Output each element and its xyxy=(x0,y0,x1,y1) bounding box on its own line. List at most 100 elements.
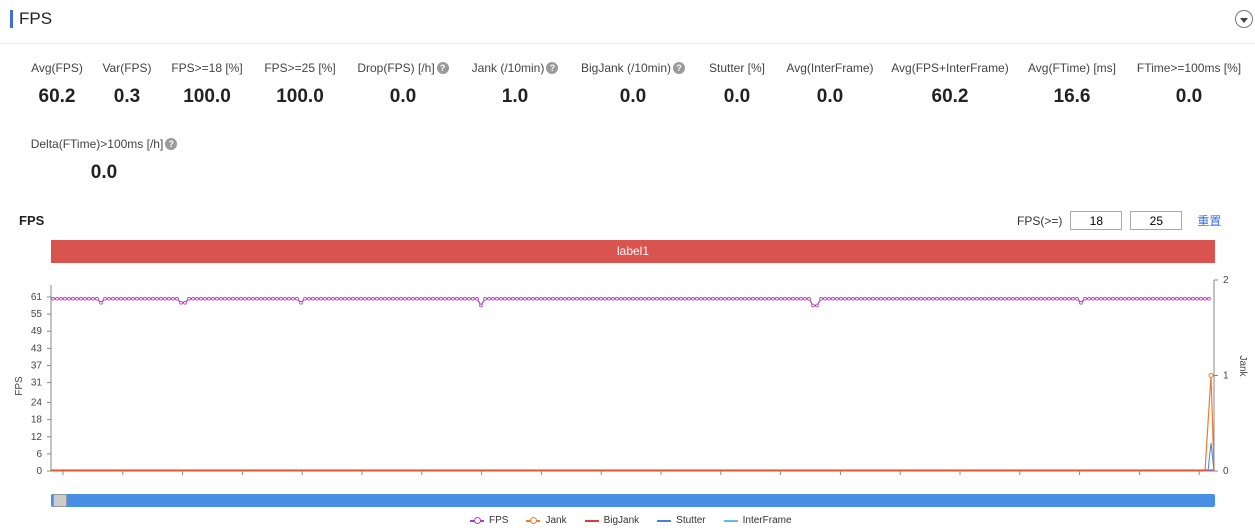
series-fps-point xyxy=(935,296,939,301)
series-fps-point xyxy=(623,296,627,301)
slider-handle[interactable] xyxy=(53,494,67,507)
series-fps-point xyxy=(367,296,371,301)
series-fps-point xyxy=(275,296,279,301)
series-fps-point xyxy=(943,296,947,301)
accent-bar xyxy=(10,10,13,28)
series-fps-point xyxy=(759,296,763,301)
series-fps-point xyxy=(951,296,955,301)
y2-tick-label: 1 xyxy=(1223,371,1229,382)
metric-item: Stutter [%] 0.0 xyxy=(657,60,817,108)
metric-label-text: Drop(FPS) [/h] xyxy=(357,61,435,75)
series-fps-point xyxy=(195,296,199,301)
series-fps-point xyxy=(383,296,387,301)
legend-label: BigJank xyxy=(603,515,640,526)
series-fps-point xyxy=(675,296,679,301)
series-fps-point xyxy=(931,296,935,301)
series-fps-point xyxy=(479,303,483,308)
series-fps-point xyxy=(575,296,579,301)
series-fps-point xyxy=(531,296,535,301)
series-fps-point xyxy=(271,296,275,301)
series-fps-point xyxy=(631,296,635,301)
series-fps-point xyxy=(751,296,755,301)
series-fps-point xyxy=(739,296,743,301)
fps-chart[interactable]: 06121824313743495561012FPSJank00:0000:31… xyxy=(0,268,1255,478)
series-fps-point xyxy=(715,296,719,301)
series-fps-point xyxy=(1071,296,1075,301)
series-fps-point xyxy=(351,296,355,301)
legend-swatch xyxy=(470,516,484,524)
threshold-input-1[interactable] xyxy=(1070,211,1123,230)
series-fps-point xyxy=(683,296,687,301)
metric-value: 60.2 xyxy=(38,86,76,107)
metric-item: Avg(FPS+InterFrame) 60.2 xyxy=(870,60,1030,108)
series-fps-point xyxy=(843,296,847,301)
series-fps-point xyxy=(603,296,607,301)
series-fps-point xyxy=(555,296,559,301)
threshold-input-2[interactable] xyxy=(1130,211,1183,230)
legend-item[interactable]: Jank xyxy=(526,515,567,526)
series-fps-point xyxy=(439,296,443,301)
help-icon[interactable]: ? xyxy=(673,62,686,74)
legend-swatch xyxy=(723,519,738,522)
metric-label-text: Stutter [%] xyxy=(708,61,766,75)
legend-swatch xyxy=(657,519,672,522)
series-fps-point xyxy=(663,296,667,301)
series-fps-point xyxy=(415,296,419,301)
time-range-slider[interactable] xyxy=(51,494,1215,507)
series-fps-point xyxy=(867,296,871,301)
series-fps-point xyxy=(863,296,867,301)
series-fps-point xyxy=(619,296,623,301)
series-jank-line xyxy=(51,375,1215,472)
metric-label-text: Avg(FPS+InterFrame) xyxy=(891,61,1009,75)
metric-label: Drop(FPS) [/h]? xyxy=(323,60,483,76)
legend-item[interactable]: Stutter xyxy=(657,515,706,526)
help-icon[interactable]: ? xyxy=(436,62,449,74)
legend-label: Stutter xyxy=(676,515,706,526)
y-tick-label: 0 xyxy=(36,466,42,477)
series-fps-point xyxy=(855,296,859,301)
series-fps-point xyxy=(695,296,699,301)
series-fps-point xyxy=(1191,296,1195,301)
series-fps-point xyxy=(511,296,515,301)
series-fps-point xyxy=(831,296,835,301)
series-fps-point xyxy=(363,296,367,301)
legend-label: FPS xyxy=(489,515,509,526)
metric-item: Jank (/10min)? 1.0 xyxy=(435,60,595,108)
series-fps-point xyxy=(163,296,167,301)
help-icon[interactable]: ? xyxy=(165,138,178,150)
series-fps-point xyxy=(427,296,431,301)
threshold-label: FPS(>=) xyxy=(1017,213,1063,228)
legend-label: InterFrame xyxy=(742,515,792,526)
legend-item[interactable]: InterFrame xyxy=(723,515,792,526)
series-fps-point xyxy=(811,303,815,308)
series-fps-point xyxy=(111,296,115,301)
series-fps-point xyxy=(215,296,219,301)
series-fps-point xyxy=(699,296,703,301)
metric-value: 0.0 xyxy=(389,86,417,107)
help-icon[interactable]: ? xyxy=(546,62,559,74)
series-fps-point xyxy=(959,296,963,301)
series-fps-point xyxy=(159,296,163,301)
y-tick-label: 43 xyxy=(31,343,43,354)
series-fps-point xyxy=(147,296,151,301)
chevron-down-icon[interactable] xyxy=(1235,10,1253,28)
series-fps-point xyxy=(303,296,307,301)
series-fps-point xyxy=(851,296,855,301)
metric-label: Avg(FPS) xyxy=(0,60,137,76)
series-fps-point xyxy=(1015,296,1019,301)
series-fps-point xyxy=(67,296,71,301)
reset-button[interactable]: 重置 xyxy=(1197,214,1222,228)
label-band[interactable]: label1 xyxy=(51,240,1215,263)
metric-label-text: FTime>=100ms [%] xyxy=(1136,61,1242,75)
series-fps-point xyxy=(523,296,527,301)
y-tick-label: 6 xyxy=(36,449,42,460)
section-header: FPS xyxy=(0,0,1255,44)
series-fps-point xyxy=(1187,296,1191,301)
metric-value: 1.0 xyxy=(501,86,529,107)
legend-item[interactable]: FPS xyxy=(470,515,508,526)
legend-item[interactable]: BigJank xyxy=(584,515,640,526)
metric-label: Avg(FTime) [ms] xyxy=(992,60,1152,76)
series-fps-point xyxy=(1043,296,1047,301)
series-fps-point xyxy=(975,296,979,301)
series-fps-point xyxy=(459,296,463,301)
